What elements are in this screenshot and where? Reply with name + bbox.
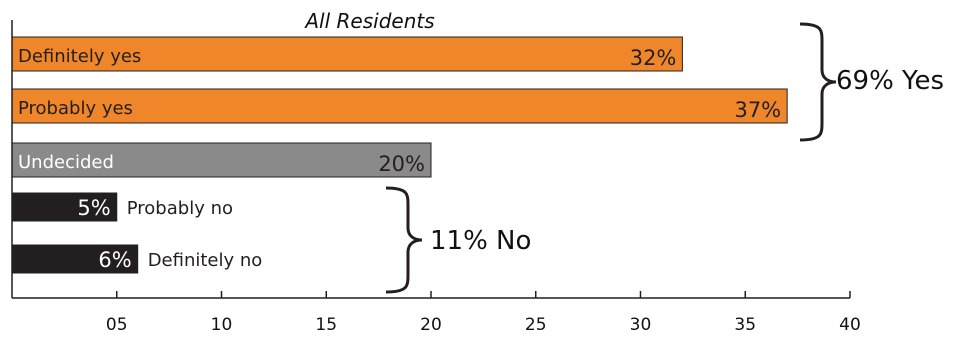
x-tick-label-5: 05 <box>106 315 128 335</box>
bar-probably-yes <box>11 88 788 124</box>
group-brackets: 69% Yes 11% No <box>385 22 944 294</box>
x-axis: 05 10 15 20 25 30 35 40 <box>11 20 861 335</box>
x-tick-label-15: 15 <box>315 315 337 335</box>
x-tick-label-25: 25 <box>525 315 547 335</box>
value-label-probably-yes: 37% <box>734 98 781 122</box>
value-label-definitely-no: 6% <box>98 248 131 272</box>
category-label-definitely-yes: Definitely yes <box>18 46 141 67</box>
category-label-probably-yes: Probably yes <box>18 98 133 119</box>
category-label-definitely-no: Definitely no <box>148 250 263 271</box>
chart-title: All Residents <box>303 9 434 33</box>
category-label-probably-no: Probably no <box>127 198 233 219</box>
bar-probably-no <box>11 192 118 222</box>
bar-undecided <box>11 142 432 178</box>
x-tick-label-35: 35 <box>734 315 756 335</box>
group-label-yes: 69% Yes <box>836 66 944 96</box>
group-label-no: 11% No <box>430 226 531 256</box>
category-label-undecided: Undecided <box>18 152 114 173</box>
x-tick-label-10: 10 <box>211 315 233 335</box>
brace-no <box>385 186 423 294</box>
bar-definitely-yes <box>11 36 683 72</box>
bar-definitely-no <box>11 244 139 274</box>
value-label-undecided: 20% <box>378 152 425 176</box>
x-tick-label-40: 40 <box>839 315 861 335</box>
bars-layer: 32% Definitely yes 37% Probably yes 20% Undec… <box>11 36 788 274</box>
value-label-probably-no: 5% <box>77 196 110 220</box>
brace-yes <box>799 22 837 142</box>
value-label-definitely-yes: 32% <box>630 46 677 70</box>
x-tick-label-20: 20 <box>420 315 442 335</box>
x-tick-label-30: 30 <box>630 315 652 335</box>
